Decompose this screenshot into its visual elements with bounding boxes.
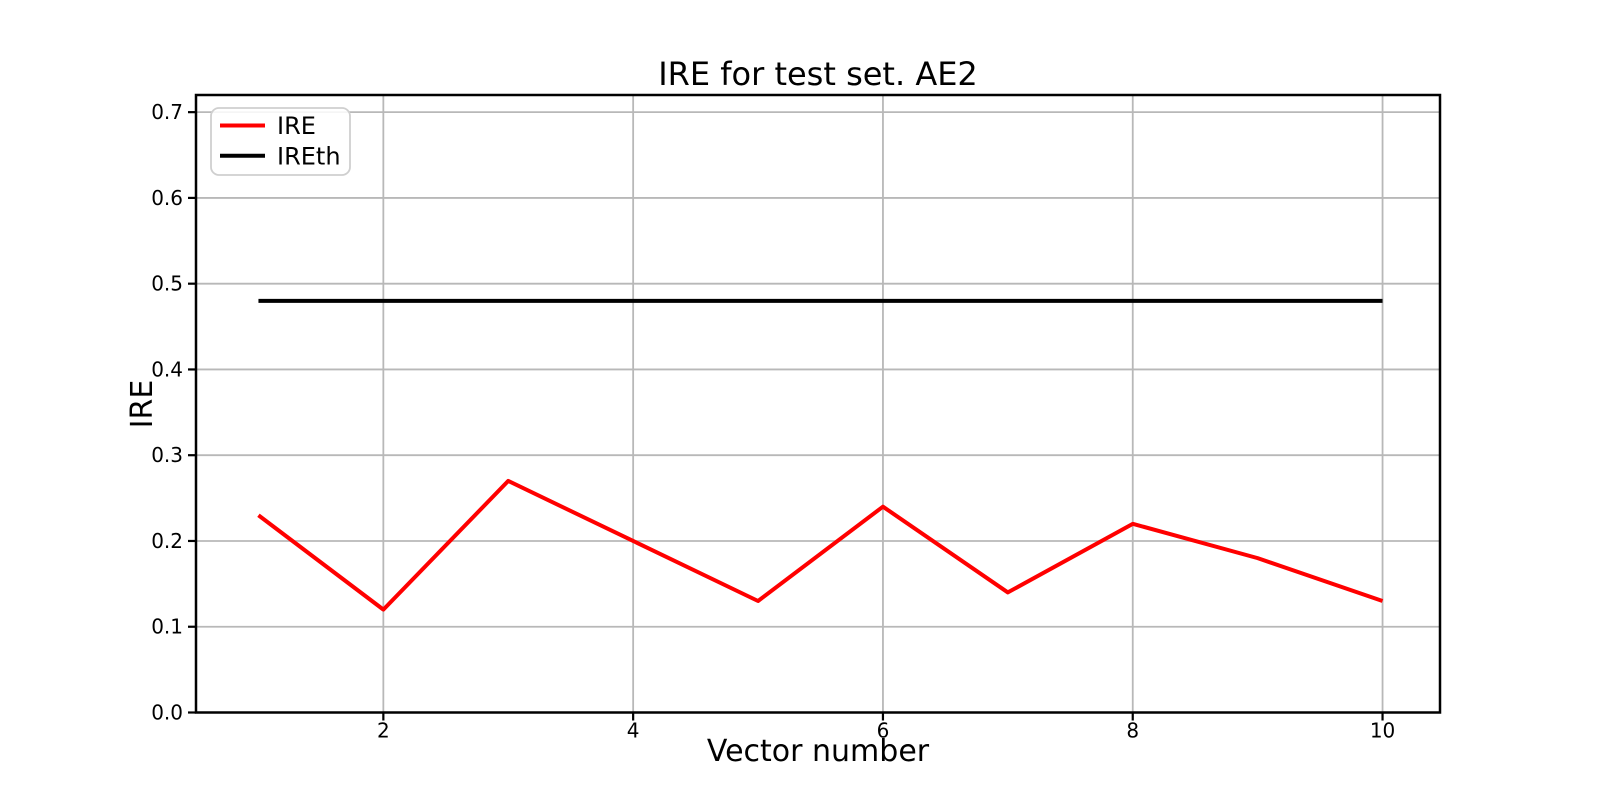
- x-tick-label: 4: [627, 719, 640, 743]
- x-axis-label: Vector number: [707, 734, 930, 769]
- series-line-ire: [257, 478, 1384, 612]
- y-tick-label: 0.0: [151, 701, 183, 725]
- x-tick-label: 6: [877, 719, 890, 743]
- axis-ticks: 2 4 6 8 10 0.0 0.1 0.2 0.3 0.4 0.5 0.6 0.7: [151, 100, 1395, 742]
- y-tick-label: 0.6: [151, 186, 183, 210]
- legend-label: IREth: [277, 142, 341, 170]
- y-tick-label: 0.3: [151, 443, 183, 467]
- x-tick-label: 8: [1126, 719, 1139, 743]
- y-tick-label: 0.7: [151, 100, 183, 124]
- y-tick-label: 0.1: [151, 615, 183, 639]
- x-tick-label: 10: [1370, 719, 1395, 743]
- y-axis-label: IRE: [125, 380, 160, 429]
- legend-label: IRE: [277, 112, 316, 140]
- y-tick-label: 0.2: [151, 529, 183, 553]
- grid-lines: [196, 95, 1440, 714]
- series-lines: [257, 298, 1384, 612]
- chart-title: IRE for test set. AE2: [658, 55, 978, 93]
- y-tick-label: 0.5: [151, 272, 183, 296]
- y-tick-label: 0.4: [151, 357, 183, 381]
- x-tick-label: 2: [377, 719, 390, 743]
- axes-border: [194, 93, 1442, 714]
